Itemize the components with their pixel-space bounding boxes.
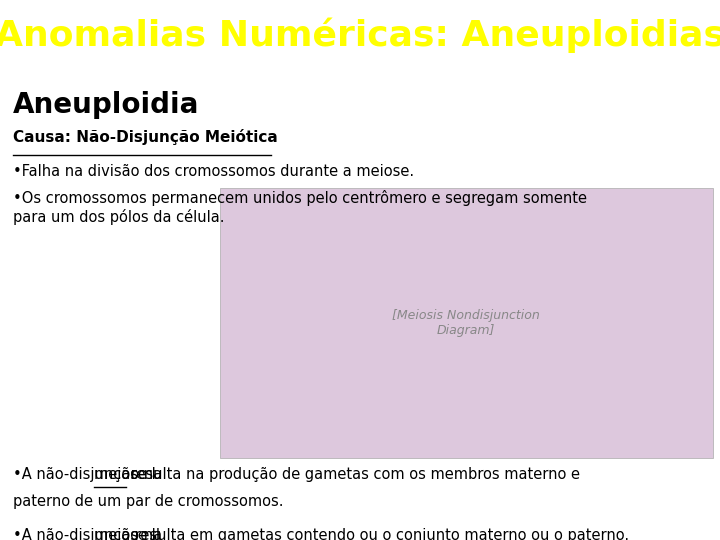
Text: •A não-disjunção na: •A não-disjunção na xyxy=(13,467,167,482)
Text: resulta na produção de gametas com os membros materno e: resulta na produção de gametas com os me… xyxy=(126,467,580,482)
Text: Aneuploidia: Aneuploidia xyxy=(13,91,199,119)
Text: paterno de um par de cromossomos.: paterno de um par de cromossomos. xyxy=(13,495,284,509)
Text: meiose I: meiose I xyxy=(94,467,156,482)
Text: [Meiosis Nondisjunction
Diagram]: [Meiosis Nondisjunction Diagram] xyxy=(392,309,540,337)
Text: •Os cromossomos permanecem unidos pelo centrômero e segregam somente
para um dos: •Os cromossomos permanecem unidos pelo c… xyxy=(13,190,587,225)
Text: •Falha na divisão dos cromossomos durante a meiose.: •Falha na divisão dos cromossomos durant… xyxy=(13,164,414,179)
Text: resulta em gametas contendo ou o conjunto materno ou o paterno.: resulta em gametas contendo ou o conjunt… xyxy=(130,528,629,540)
Text: Anomalias Numéricas: Aneuploidias: Anomalias Numéricas: Aneuploidias xyxy=(0,17,720,53)
Text: meiose II: meiose II xyxy=(94,528,160,540)
FancyBboxPatch shape xyxy=(220,187,713,458)
Text: •A não-disjunção na: •A não-disjunção na xyxy=(13,528,167,540)
Text: Causa: Não-Disjunção Meiótica: Causa: Não-Disjunção Meiótica xyxy=(13,129,278,145)
